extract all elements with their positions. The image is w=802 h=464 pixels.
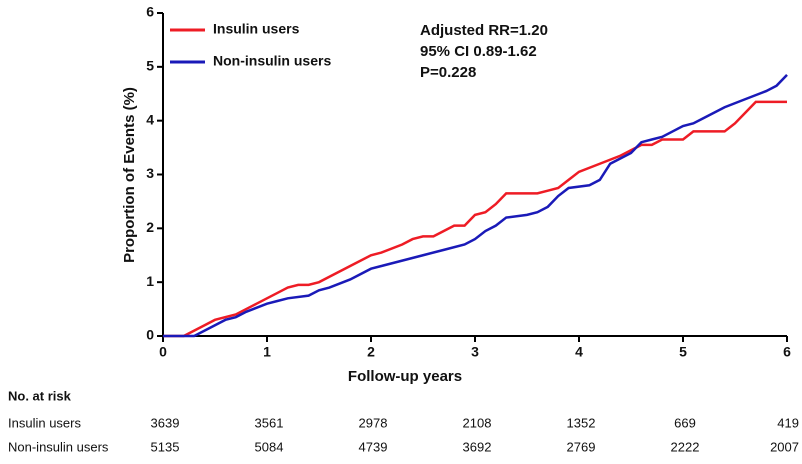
risk-row-label: Non-insulin users xyxy=(8,439,109,454)
y-tick-label: 6 xyxy=(146,4,154,20)
annotation: 95% CI 0.89-1.62 xyxy=(420,43,537,60)
risk-count: 3692 xyxy=(463,439,492,454)
risk-count: 1352 xyxy=(567,415,596,430)
y-tick-label: 4 xyxy=(146,111,154,127)
x-tick-label: 4 xyxy=(575,344,583,360)
risk-count: 2108 xyxy=(463,415,492,430)
risk-count: 3639 xyxy=(151,415,180,430)
y-axis-label: Proportion of Events (%) xyxy=(121,87,138,263)
y-tick-label: 2 xyxy=(146,219,154,235)
x-tick-label: 6 xyxy=(783,344,791,360)
x-tick-label: 2 xyxy=(367,344,375,360)
risk-count: 5084 xyxy=(255,439,284,454)
legend-label: Non-insulin users xyxy=(213,53,331,69)
risk-row-label: Insulin users xyxy=(8,415,81,430)
x-tick-label: 5 xyxy=(679,344,687,360)
risk-count: 2222 xyxy=(671,439,700,454)
risk-count: 669 xyxy=(674,415,696,430)
series-line xyxy=(163,100,787,338)
risk-count: 4739 xyxy=(359,439,388,454)
legend-label: Insulin users xyxy=(213,21,300,37)
x-tick-label: 3 xyxy=(471,344,479,360)
y-tick-label: 0 xyxy=(146,327,154,343)
x-tick-label: 0 xyxy=(159,344,167,360)
series-line xyxy=(163,74,788,338)
risk-count: 3561 xyxy=(255,415,284,430)
annotation: Adjusted RR=1.20 xyxy=(420,22,548,39)
x-axis-label: Follow-up years xyxy=(348,368,462,385)
risk-count: 2978 xyxy=(359,415,388,430)
risk-count: 419 xyxy=(777,415,799,430)
risk-count: 2007 xyxy=(770,439,799,454)
y-tick-label: 3 xyxy=(146,165,154,181)
y-tick-label: 5 xyxy=(146,58,154,74)
x-tick-label: 1 xyxy=(263,344,271,360)
y-tick-label: 1 xyxy=(146,273,154,289)
risk-count: 5135 xyxy=(151,439,180,454)
risk-table-title: No. at risk xyxy=(8,388,72,403)
risk-count: 2769 xyxy=(567,439,596,454)
annotation: P=0.228 xyxy=(420,64,476,81)
